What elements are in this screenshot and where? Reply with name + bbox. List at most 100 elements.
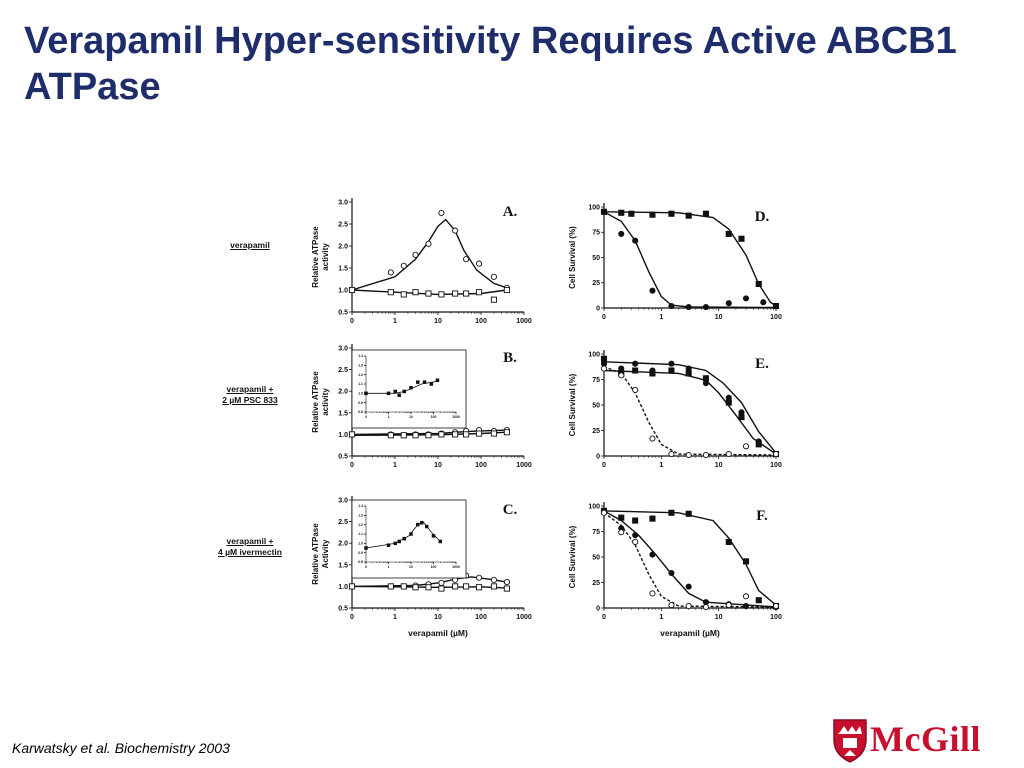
data-point-circle-filled <box>685 303 692 311</box>
panel-label: F. <box>756 508 768 524</box>
data-point-square-filled <box>424 524 429 529</box>
data-point-circle-filled <box>632 360 639 367</box>
data-point-circle-filled <box>760 299 767 306</box>
data-point-circle-open <box>618 529 625 536</box>
data-point-square-filled <box>422 380 427 384</box>
data-point-square-filled <box>409 385 413 390</box>
data-point-square-filled <box>755 280 762 288</box>
data-point-circle-open <box>600 365 608 372</box>
series-2 <box>348 429 510 439</box>
data-point-circle-open <box>475 574 483 581</box>
series-3 <box>600 509 780 611</box>
x-tick-label: 1 <box>393 462 397 469</box>
y-tick-label: 100 <box>588 204 600 211</box>
row-label-line: 2 µM PSC 833 <box>222 395 278 405</box>
data-point-square-filled <box>393 389 398 394</box>
data-point-circle-filled <box>618 230 625 237</box>
y-tick-label: 75 <box>592 529 600 536</box>
data-point-square-open <box>425 584 432 591</box>
y-tick-label: 1.0 <box>358 392 363 396</box>
y-tick-label: 50 <box>592 402 600 409</box>
x-tick-label: 0 <box>602 462 606 469</box>
x-tick-label: 100 <box>770 462 782 469</box>
data-point-circle-filled <box>685 583 692 590</box>
data-point-circle-open <box>702 603 709 611</box>
y-tick-label: 100 <box>588 503 600 510</box>
data-point-square-open <box>475 289 483 296</box>
x-tick-label: 0 <box>350 318 354 325</box>
y-tick-label: 0.5 <box>338 453 348 460</box>
data-point-square-filled <box>364 391 368 396</box>
panel-label: B. <box>503 350 517 366</box>
data-point-square-open <box>387 432 394 439</box>
y-axis-label: activity <box>321 388 330 416</box>
data-point-square-open <box>438 291 445 298</box>
data-point-square-open <box>348 431 356 438</box>
y-axis-label: Cell Survival (%) <box>568 525 577 588</box>
data-point-square-open <box>348 583 356 590</box>
data-point-square-filled <box>632 517 639 524</box>
logo-text: McGill <box>870 719 981 759</box>
data-point-square-filled <box>755 441 762 448</box>
y-tick-label: 0 <box>596 305 600 312</box>
panel-label: C. <box>503 502 518 518</box>
data-point-circle-filled <box>702 303 709 311</box>
x-tick-label: 100 <box>770 314 782 321</box>
x-tick-label: 100 <box>475 318 487 325</box>
panel-f: 0 25 50 75 100 0 1 10 100 F. Cell Survival (%) vera… <box>568 502 782 638</box>
data-point-circle-open <box>490 576 497 583</box>
x-tick-label: 10 <box>409 415 413 419</box>
data-point-circle-open <box>742 593 750 600</box>
x-tick-label: 1 <box>388 565 390 569</box>
y-axis-label: Relative ATPase <box>311 371 320 433</box>
data-point-square-filled <box>628 210 635 217</box>
y-tick-label: 1.3 <box>358 514 363 518</box>
data-point-square-open <box>490 430 497 437</box>
data-point-square-filled <box>649 515 656 522</box>
x-tick-label: 1 <box>659 462 663 469</box>
y-tick-label: 2.0 <box>338 541 348 548</box>
data-point-square-open <box>463 431 470 438</box>
data-point-square-filled <box>742 558 750 565</box>
data-point-square-filled <box>649 211 656 218</box>
data-point-square-open <box>463 290 470 297</box>
y-tick-label: 0 <box>596 453 600 460</box>
data-point-square-filled <box>649 370 656 377</box>
data-point-square-open <box>503 585 510 592</box>
data-point-square-filled <box>416 380 420 384</box>
y-tick-label: 1.0 <box>338 287 348 294</box>
data-point-square-filled <box>431 534 436 538</box>
data-point-square-open <box>400 432 407 439</box>
x-tick-label: 100 <box>475 462 487 469</box>
series-2 <box>600 507 780 611</box>
x-tick-label: 100 <box>770 614 782 621</box>
data-point-square-open <box>400 291 407 298</box>
data-point-circle-filled <box>772 303 780 310</box>
data-point-square-filled <box>632 367 639 374</box>
series-line <box>603 369 777 455</box>
y-tick-label: 0 <box>596 605 600 612</box>
y-tick-label: 100 <box>588 351 600 358</box>
x-tick-label: 100 <box>431 415 437 419</box>
y-tick-label: 2.0 <box>338 243 348 250</box>
data-point-circle-open <box>649 590 656 597</box>
y-tick-label: 0.9 <box>358 551 363 555</box>
citation: Karwatsky et al. Biochemistry 2003 <box>12 740 230 756</box>
panel-b: 0.51.01.52.02.53.00 1 10 100 1000B.Relative … <box>311 344 532 469</box>
x-tick-label: 100 <box>475 614 487 621</box>
data-point-square-filled <box>402 389 406 394</box>
y-tick-label: 3.0 <box>338 345 348 352</box>
row-label-line: verapamil <box>230 240 270 250</box>
data-point-square-open <box>412 289 419 296</box>
data-point-square-open <box>425 432 432 439</box>
data-point-square-open <box>503 286 510 294</box>
data-point-square-open <box>452 290 459 297</box>
data-point-circle-open <box>618 372 625 379</box>
x-tick-label: 1000 <box>452 415 460 419</box>
x-axis-label: verapamil (µM) <box>408 628 468 638</box>
mcgill-logo: McGill <box>830 712 1010 768</box>
data-point-square-filled <box>702 210 709 217</box>
data-point-square-open <box>475 584 483 591</box>
data-point-square-open <box>387 289 394 296</box>
data-point-circle-open <box>438 579 445 586</box>
